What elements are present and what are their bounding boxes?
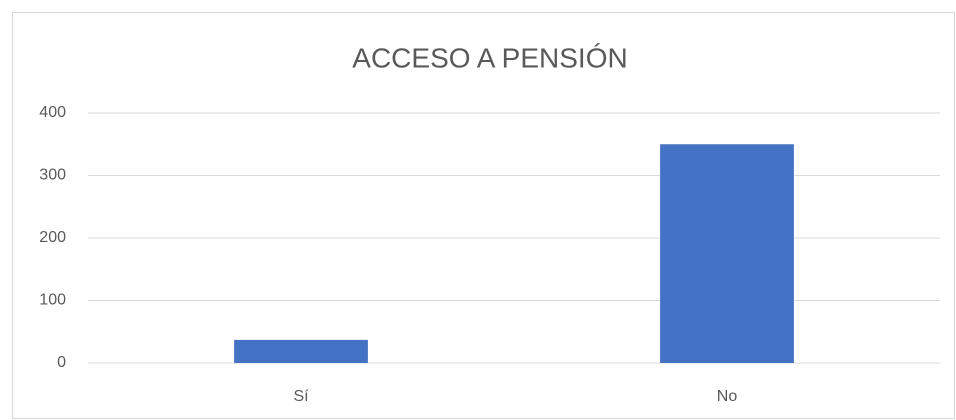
bar [234,339,368,363]
y-tick-label: 100 [39,292,66,309]
y-tick-label: 0 [57,354,66,371]
y-tick-label: 400 [39,104,66,121]
chart-border [12,12,955,419]
y-tick-label: 200 [39,229,66,246]
x-tick-label: Sí [293,388,309,405]
x-tick-label: No [717,388,738,405]
bar [660,144,794,363]
y-tick-label: 300 [39,167,66,184]
chart-title: ACCESO A PENSIÓN [352,42,627,73]
